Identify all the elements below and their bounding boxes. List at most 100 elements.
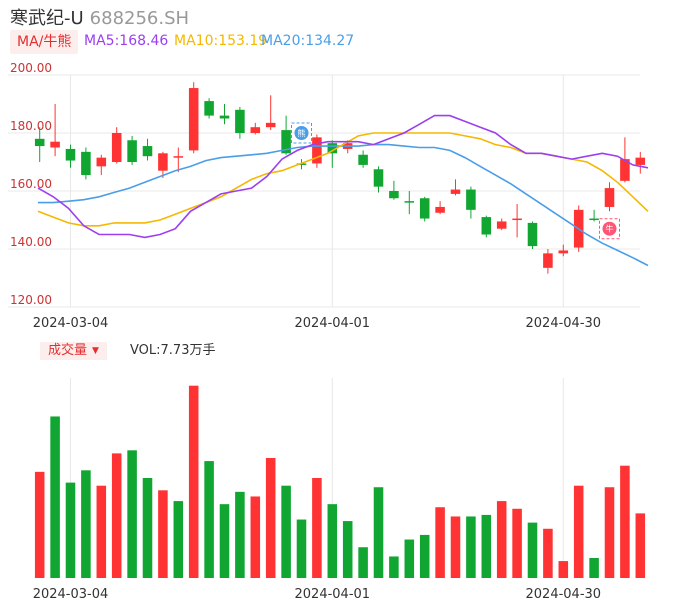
candle-body [96,157,107,167]
candle-body [358,154,368,165]
volume-bar [589,558,599,578]
volume-bar [173,501,184,578]
volume-bar [158,490,168,578]
y-tick-label: 200.00 [10,61,52,75]
volume-bar [81,470,91,578]
signal-marker [602,221,617,236]
candle-body [543,253,553,268]
stock-title: 寒武纪-U 688256.SH [10,4,189,30]
candle-body [34,138,45,147]
volume-bar [481,514,492,578]
volume-bar [558,561,569,578]
volume-chart: 2024-03-04 2024-04-01 2024-04-30 [33,378,646,602]
volume-bar [573,485,584,578]
volume-bar [235,491,245,578]
x-tick-label: 2024-04-30 [526,316,602,331]
candle-body [81,151,91,176]
ma20-legend: MA20:134.27 [261,33,355,49]
volume-bar [296,519,307,578]
signal-marker-frame [599,218,620,240]
dropdown-triangle-icon: ▼ [92,346,99,356]
volume-bar [404,539,415,578]
candle-body [142,146,153,157]
candle-body [435,206,445,213]
ma-indicator-selector[interactable]: MA/牛熊 [10,30,79,54]
candle-body [281,130,291,154]
volume-bar [312,478,322,578]
candle-body [327,143,338,154]
volume-bar [265,458,276,578]
volume-bar [142,478,153,578]
volume-bar [219,504,230,578]
volume-bar [419,534,430,578]
x-tick-label: 2024-04-01 [295,316,371,331]
candle-body [111,133,122,162]
volume-bar [527,522,538,578]
candle-body [65,148,76,161]
candle-body [512,218,522,221]
candle-body [620,159,630,181]
volume-bar [450,516,461,578]
signal-marker-label: 牛 [606,224,614,234]
candle-body [404,201,415,203]
volume-bar [34,471,45,578]
volume-bar [127,450,137,578]
volume-bar [466,516,476,578]
candle-body [219,115,230,119]
candle-body [250,127,261,133]
signal-marker-label: 熊 [298,128,306,138]
candle-body [558,250,569,254]
volume-bar [111,453,122,578]
volume-bar [512,508,522,578]
y-tick-label: 180.00 [10,119,52,133]
candle-body [188,88,199,151]
volume-bar [188,385,199,578]
y-tick-label: 120.00 [10,293,52,307]
ma5-line [37,114,649,239]
x-tick-label: 2024-03-04 [33,587,109,602]
volume-bar [635,513,646,578]
candle-body [419,198,430,219]
signal-marker [294,126,309,140]
volume-bar [389,556,399,578]
stock-code: 688256.SH [89,8,190,29]
candle-body [127,140,137,162]
volume-bar [373,487,384,578]
candle-body [296,163,307,165]
ma20-line [38,143,649,267]
volume-bar [281,485,291,578]
stock-name: 寒武纪-U [10,8,84,29]
candle-body [235,109,245,133]
candle-body [204,101,214,116]
candle-body [496,221,507,229]
volume-indicator-selector[interactable]: 成交量 ▼ [40,342,107,360]
volume-bar [204,461,214,578]
candle-body [527,222,538,247]
candle-body [589,218,599,221]
candle-body [481,217,492,235]
ma10-legend: MA10:153.19 [174,33,268,49]
volume-bar [620,465,630,578]
x-tick-label: 2024-03-04 [33,316,109,331]
volume-bar [435,507,445,578]
candle-body [50,141,60,148]
candle-body [466,189,476,210]
candle-body [158,153,168,171]
volume-bar [358,547,368,578]
volume-bar [250,496,261,578]
candle-body [604,188,615,207]
volume-bar [543,528,553,578]
candlestick-chart: 200.00 180.00 160.00 140.00 120.00 2024-03-04… [8,61,649,331]
volume-bar [604,487,615,578]
volume-bar [327,504,338,578]
y-tick-label: 160.00 [10,177,52,191]
volume-bar [96,485,107,578]
candle-body [635,157,646,165]
volume-label: 成交量 [48,343,88,358]
candle-body [373,169,384,187]
volume-bar [65,482,76,578]
volume-bar [342,521,353,578]
candle-body [265,122,276,128]
candle-body [389,191,399,199]
candle-body [450,189,461,194]
